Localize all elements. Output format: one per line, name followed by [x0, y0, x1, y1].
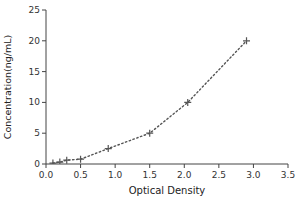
data-point — [63, 157, 70, 164]
data-point — [243, 37, 250, 44]
x-tick — [149, 164, 150, 168]
x-tick — [253, 164, 254, 168]
y-tick-label: 10 — [29, 97, 41, 107]
data-line — [53, 41, 247, 163]
y-tick-label: 5 — [34, 128, 40, 138]
y-tick — [42, 133, 46, 134]
chart-container: 0.0 0.5 1.0 1.5 2.0 2.5 3.0 3.5 0 5 10 15 20 25 Optica… — [0, 0, 300, 200]
x-tick — [218, 164, 219, 168]
y-tick-label: 0 — [34, 159, 40, 169]
y-tick — [42, 10, 46, 11]
x-tick — [184, 164, 185, 168]
x-axis-line — [46, 164, 288, 165]
data-point — [49, 160, 56, 164]
y-tick — [42, 71, 46, 72]
plot-area — [49, 37, 250, 164]
y-axis-label: Concentration(ng/mL) — [2, 35, 13, 139]
x-tick-label: 0.0 — [39, 170, 54, 180]
y-tick-label: 15 — [29, 67, 40, 77]
axes: 0.0 0.5 1.0 1.5 2.0 2.5 3.0 3.5 0 5 10 15 20 25 — [29, 5, 296, 180]
y-tick-label: 20 — [29, 36, 41, 46]
x-tick-label: 0.5 — [73, 170, 87, 180]
x-tick — [46, 164, 47, 168]
data-point — [105, 145, 112, 152]
x-tick-label: 1.5 — [143, 170, 157, 180]
y-tick-label: 25 — [29, 5, 40, 15]
y-axis-line — [46, 10, 47, 164]
chart-svg: 0.0 0.5 1.0 1.5 2.0 2.5 3.0 3.5 0 5 10 15 20 25 Optica… — [0, 0, 300, 200]
x-tick — [288, 164, 289, 168]
x-tick-label: 3.0 — [246, 170, 261, 180]
x-tick-label: 3.5 — [281, 170, 295, 180]
y-tick — [42, 102, 46, 103]
data-point — [146, 130, 153, 137]
x-axis-label: Optical Density — [129, 185, 206, 196]
x-tick — [80, 164, 81, 168]
x-tick-label: 2.0 — [177, 170, 192, 180]
data-point — [56, 159, 63, 164]
data-point — [77, 156, 84, 163]
y-tick — [42, 40, 46, 41]
y-tick — [42, 164, 46, 165]
x-tick — [115, 164, 116, 168]
x-tick-label: 1.0 — [108, 170, 123, 180]
x-tick-label: 2.5 — [212, 170, 226, 180]
data-point — [184, 99, 191, 106]
